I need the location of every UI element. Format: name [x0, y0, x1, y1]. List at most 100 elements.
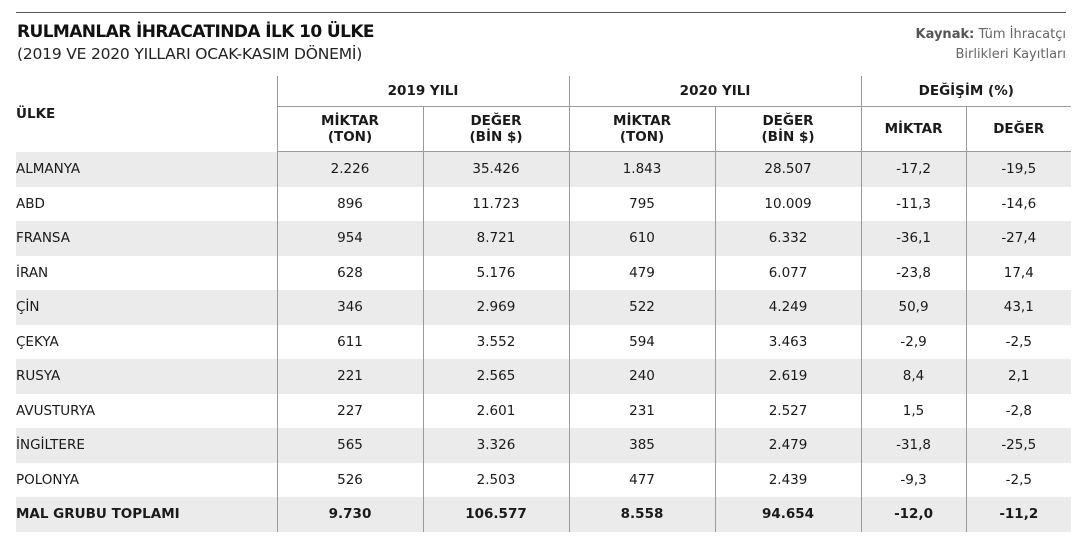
group-header-2020: 2020 YILI [568, 76, 862, 107]
cell-2019-quantity: 526 [276, 462, 423, 497]
country-header: ÜLKE [16, 105, 56, 122]
cell-2020-quantity: 240 [568, 359, 716, 394]
cell-2020-quantity: 231 [568, 393, 716, 428]
cell-2019-quantity: 628 [276, 255, 423, 290]
header-2020-quantity: MİKTAR (TON) [568, 106, 716, 152]
cell-change-value: -25,5 [965, 428, 1072, 463]
cell-2020-quantity: 1.843 [568, 151, 716, 187]
cell-2020-value: 28.507 [714, 151, 862, 187]
cell-country: İNGİLTERE [16, 428, 277, 463]
cell-country: AVUSTURYA [16, 393, 277, 428]
cell-change-value: 43,1 [965, 290, 1072, 325]
source-line-1: Tüm İhracatçı [978, 27, 1066, 42]
cell-2020-value: 2.619 [714, 359, 862, 394]
cell-2020-value: 2.527 [714, 393, 862, 428]
table-subtitle: (2019 VE 2020 YILLARI OCAK-KASIM DÖNEMİ) [17, 45, 363, 63]
cell-change-quantity: 8,4 [860, 359, 967, 394]
cell-total-2020-quantity: 8.558 [568, 497, 716, 532]
cell-2019-value: 2.969 [422, 290, 570, 325]
cell-country: ÇEKYA [16, 324, 277, 359]
cell-2020-quantity: 795 [568, 186, 716, 221]
table-row: AVUSTURYA 227 2.601 231 2.527 1,5 -2,8 [16, 393, 1072, 428]
header-change-value: DEĞER [965, 106, 1072, 152]
cell-change-quantity: -9,3 [860, 462, 967, 497]
cell-2020-value: 6.332 [714, 221, 862, 256]
cell-country: ALMANYA [16, 151, 277, 187]
cell-change-value: -27,4 [965, 221, 1072, 256]
cell-2019-value: 8.721 [422, 221, 570, 256]
cell-change-quantity: 1,5 [860, 393, 967, 428]
cell-country: ÇİN [16, 290, 277, 325]
header-change-quantity: MİKTAR [860, 106, 967, 152]
cell-2019-quantity: 2.226 [276, 151, 423, 187]
cell-2020-quantity: 522 [568, 290, 716, 325]
cell-2020-quantity: 610 [568, 221, 716, 256]
cell-2020-quantity: 477 [568, 462, 716, 497]
cell-change-quantity: -17,2 [860, 151, 967, 187]
cell-2020-quantity: 479 [568, 255, 716, 290]
cell-2019-value: 3.552 [422, 324, 570, 359]
cell-2019-quantity: 611 [276, 324, 423, 359]
cell-total-change-quantity: -12,0 [860, 497, 967, 532]
cell-2020-value: 4.249 [714, 290, 862, 325]
cell-2019-value: 3.326 [422, 428, 570, 463]
table-row: ABD 896 11.723 795 10.009 -11,3 -14,6 [16, 186, 1072, 221]
top-rule [16, 12, 1066, 13]
table-row: ÇEKYA 611 3.552 594 3.463 -2,9 -2,5 [16, 324, 1072, 359]
cell-total-label: MAL GRUBU TOPLAMI [16, 497, 277, 532]
table-row: İNGİLTERE 565 3.326 385 2.479 -31,8 -25,… [16, 428, 1072, 463]
cell-total-2019-value: 106.577 [422, 497, 570, 532]
header-2019-value: DEĞER (BİN $) [422, 106, 570, 152]
header-2020-value: DEĞER (BİN $) [714, 106, 862, 152]
cell-2019-quantity: 221 [276, 359, 423, 394]
cell-country: RUSYA [16, 359, 277, 394]
export-table: ÜLKE 2019 YILI 2020 YILI DEĞİŞİM (%) MİK… [16, 76, 1072, 532]
cell-change-value: -2,5 [965, 462, 1072, 497]
cell-total-2020-value: 94.654 [714, 497, 862, 532]
cell-change-quantity: -31,8 [860, 428, 967, 463]
cell-change-value: -14,6 [965, 186, 1072, 221]
cell-2019-quantity: 227 [276, 393, 423, 428]
table-title: RULMANLAR İHRACATINDA İLK 10 ÜLKE [17, 22, 375, 42]
cell-change-value: -19,5 [965, 151, 1072, 187]
cell-total-2019-quantity: 9.730 [276, 497, 423, 532]
cell-2019-quantity: 896 [276, 186, 423, 221]
cell-2020-value: 2.479 [714, 428, 862, 463]
cell-change-quantity: -2,9 [860, 324, 967, 359]
source-line-2: Birlikleri Kayıtları [955, 47, 1066, 62]
table-row: ALMANYA 2.226 35.426 1.843 28.507 -17,2 … [16, 151, 1072, 187]
cell-2019-value: 2.565 [422, 359, 570, 394]
table-row: POLONYA 526 2.503 477 2.439 -9,3 -2,5 [16, 462, 1072, 497]
cell-2019-value: 5.176 [422, 255, 570, 290]
cell-2020-quantity: 594 [568, 324, 716, 359]
header-2019-quantity: MİKTAR (TON) [276, 106, 423, 152]
cell-2019-value: 11.723 [422, 186, 570, 221]
table-row: FRANSA 954 8.721 610 6.332 -36,1 -27,4 [16, 221, 1072, 256]
cell-2020-value: 10.009 [714, 186, 862, 221]
cell-country: FRANSA [16, 221, 277, 256]
cell-change-value: -2,5 [965, 324, 1072, 359]
cell-country: İRAN [16, 255, 277, 290]
cell-2019-quantity: 954 [276, 221, 423, 256]
cell-2020-value: 3.463 [714, 324, 862, 359]
cell-total-change-value: -11,2 [965, 497, 1072, 532]
cell-change-value: 2,1 [965, 359, 1072, 394]
cell-2020-value: 2.439 [714, 462, 862, 497]
cell-change-value: -2,8 [965, 393, 1072, 428]
cell-country: POLONYA [16, 462, 277, 497]
cell-country: ABD [16, 186, 277, 221]
source-note: Kaynak: Tüm İhracatçı Birlikleri Kayıtla… [846, 25, 1066, 65]
cell-change-quantity: -11,3 [860, 186, 967, 221]
group-header-2019: 2019 YILI [276, 76, 570, 107]
cell-change-quantity: -23,8 [860, 255, 967, 290]
cell-2020-quantity: 385 [568, 428, 716, 463]
cell-2019-value: 35.426 [422, 151, 570, 187]
cell-2019-value: 2.601 [422, 393, 570, 428]
cell-2019-quantity: 346 [276, 290, 423, 325]
table-row: ÇİN 346 2.969 522 4.249 50,9 43,1 [16, 290, 1072, 325]
cell-2019-value: 2.503 [422, 462, 570, 497]
table-row: RUSYA 221 2.565 240 2.619 8,4 2,1 [16, 359, 1072, 394]
cell-2019-quantity: 565 [276, 428, 423, 463]
group-header-change: DEĞİŞİM (%) [860, 76, 1072, 107]
table-row: İRAN 628 5.176 479 6.077 -23,8 17,4 [16, 255, 1072, 290]
